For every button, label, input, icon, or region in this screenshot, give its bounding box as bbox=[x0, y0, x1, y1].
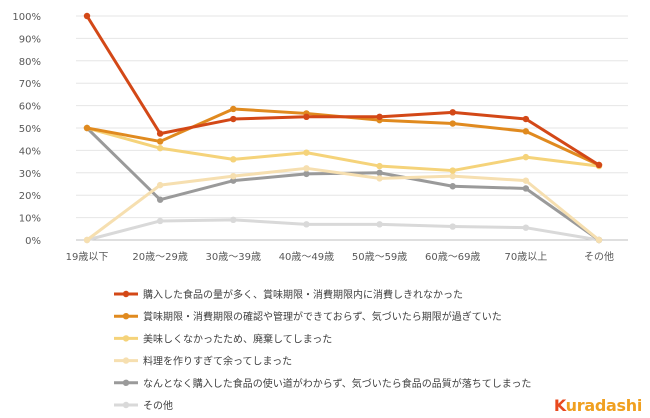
series-line bbox=[85, 166, 601, 242]
legend-label: 購入した食品の量が多く、賞味期限・消費期限内に消費しきれなかった bbox=[143, 288, 463, 301]
x-tick-label: 30歳～39歳 bbox=[206, 251, 261, 263]
series-6 bbox=[83, 216, 603, 244]
data-point bbox=[83, 124, 91, 132]
legend-label: 料理を作りすぎて余ってしまった bbox=[143, 355, 292, 368]
data-point bbox=[376, 169, 383, 176]
data-point bbox=[83, 236, 91, 244]
data-point bbox=[522, 224, 530, 231]
data-point bbox=[230, 105, 237, 113]
data-point bbox=[303, 221, 310, 228]
data-point bbox=[83, 12, 91, 20]
y-axis-ticks: 0% 10% 20% 30% 40% 50% 60% 70% 80% 90% 100% bbox=[12, 12, 41, 247]
data-point bbox=[230, 216, 237, 224]
y-tick-label: 100% bbox=[12, 12, 41, 23]
legend-swatch-marker bbox=[122, 357, 130, 364]
series-lines bbox=[83, 12, 603, 244]
legend-item: その他 bbox=[114, 399, 173, 412]
data-point bbox=[376, 162, 383, 170]
data-point bbox=[303, 165, 310, 172]
legend-swatch-marker bbox=[122, 290, 130, 298]
legend-swatch-marker bbox=[122, 335, 130, 342]
data-point bbox=[156, 130, 164, 137]
legend-swatch-marker bbox=[122, 313, 130, 320]
legend-swatch-marker bbox=[122, 401, 130, 409]
data-point bbox=[522, 177, 530, 184]
x-tick-label: 20歳～29歳 bbox=[132, 251, 187, 263]
data-point bbox=[376, 113, 383, 121]
y-tick-label: 40% bbox=[19, 146, 41, 157]
data-point bbox=[376, 175, 383, 182]
legend-label: なんとなく購入した食品の使い道がわからず、気づいたら食品の品質が落ちてしまった bbox=[143, 377, 531, 390]
x-tick-label: 60歳～69歳 bbox=[425, 251, 480, 263]
legend-item: 料理を作りすぎて余ってしまった bbox=[114, 355, 292, 368]
series-line bbox=[85, 126, 601, 173]
x-axis-ticks: 19歳以下 20歳～29歳 30歳～39歳 40歳～49歳 50歳～59歳 60歳～69歳… bbox=[66, 250, 614, 263]
x-tick-label: 40歳～49歳 bbox=[279, 251, 334, 263]
brand-logo-rest: uradashi bbox=[565, 396, 643, 415]
data-point bbox=[522, 115, 530, 123]
legend-swatch-marker bbox=[122, 379, 130, 386]
series-4 bbox=[83, 165, 603, 244]
data-point bbox=[156, 138, 164, 145]
data-point bbox=[449, 183, 456, 190]
data-point bbox=[230, 156, 237, 163]
data-point bbox=[303, 170, 310, 178]
legend-item: 購入した食品の量が多く、賞味期限・消費期限内に消費しきれなかった bbox=[114, 288, 463, 301]
y-tick-label: 50% bbox=[19, 124, 41, 135]
x-tick-label: 70歳以上 bbox=[504, 251, 547, 263]
data-point bbox=[230, 177, 237, 184]
data-point bbox=[156, 181, 164, 189]
data-point bbox=[156, 196, 164, 203]
data-point bbox=[522, 185, 530, 192]
series-line bbox=[85, 218, 601, 242]
series-1 bbox=[83, 12, 603, 169]
data-point bbox=[595, 161, 603, 169]
y-tick-label: 70% bbox=[19, 79, 41, 90]
data-point bbox=[376, 221, 383, 228]
data-point bbox=[449, 120, 456, 127]
legend-label: その他 bbox=[143, 399, 173, 412]
data-point bbox=[449, 167, 456, 174]
data-point bbox=[156, 217, 164, 225]
data-point bbox=[449, 223, 456, 230]
data-point bbox=[449, 109, 456, 116]
gridlines bbox=[76, 15, 628, 241]
data-point bbox=[303, 149, 310, 156]
legend: 購入した食品の量が多く、賞味期限・消費期限内に消費しきれなかった賞味期限・消費期… bbox=[114, 288, 531, 412]
legend-item: 美味しくなかったため、廃棄してしまった bbox=[114, 332, 332, 345]
y-tick-label: 0% bbox=[25, 236, 41, 247]
data-point bbox=[595, 236, 603, 244]
data-point bbox=[522, 153, 530, 161]
legend-item: 賞味期限・消費期限の確認や管理ができておらず、気づいたら期限が過ぎていた bbox=[114, 310, 502, 323]
data-point bbox=[449, 172, 456, 180]
x-tick-label: 19歳以下 bbox=[66, 251, 109, 263]
legend-label: 美味しくなかったため、廃棄してしまった bbox=[143, 332, 332, 345]
data-point bbox=[230, 115, 237, 123]
y-tick-label: 60% bbox=[19, 102, 41, 113]
y-tick-label: 90% bbox=[19, 34, 41, 45]
x-tick-label: その他 bbox=[584, 250, 614, 263]
y-tick-label: 10% bbox=[19, 214, 41, 225]
data-point bbox=[303, 113, 310, 121]
legend-label: 賞味期限・消費期限の確認や管理ができておらず、気づいたら期限が過ぎていた bbox=[143, 310, 502, 323]
data-point bbox=[156, 144, 164, 152]
brand-logo: Kuradashi bbox=[554, 396, 642, 415]
brand-logo-initial: K bbox=[553, 396, 566, 415]
y-tick-label: 80% bbox=[19, 57, 41, 68]
x-tick-label: 50歳～59歳 bbox=[352, 251, 407, 263]
y-tick-label: 20% bbox=[19, 191, 41, 202]
series-line bbox=[85, 14, 601, 167]
data-point bbox=[522, 128, 530, 135]
data-point bbox=[230, 172, 237, 180]
y-tick-label: 30% bbox=[19, 169, 41, 180]
legend-item: なんとなく購入した食品の使い道がわからず、気づいたら食品の品質が落ちてしまった bbox=[114, 377, 531, 390]
